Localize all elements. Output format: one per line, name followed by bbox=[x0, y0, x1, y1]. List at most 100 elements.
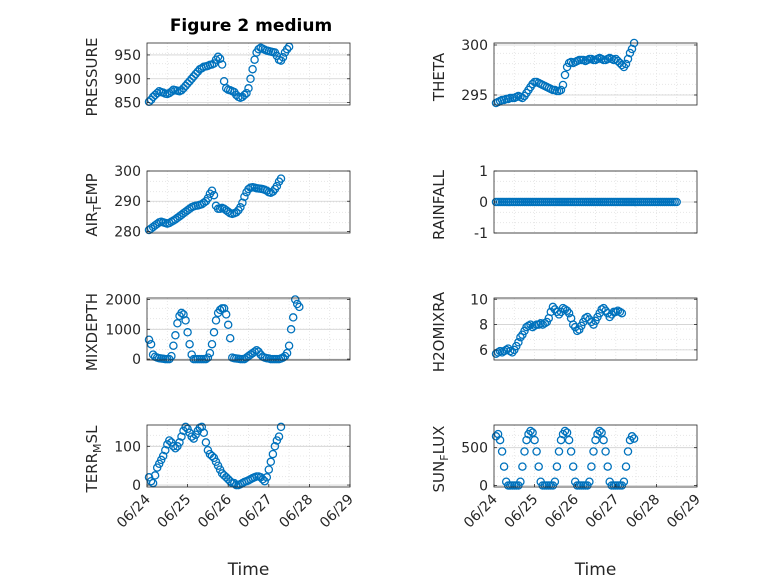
data-point bbox=[526, 426, 535, 436]
data-point bbox=[278, 53, 288, 62]
y-axis-label-subscript: M bbox=[91, 443, 104, 453]
data-point bbox=[550, 477, 560, 486]
data-point bbox=[560, 70, 570, 80]
y-tick-label: 950 bbox=[114, 48, 141, 64]
data-point bbox=[205, 348, 215, 358]
series-markers bbox=[491, 197, 681, 207]
data-point bbox=[672, 197, 681, 207]
data-point bbox=[183, 328, 192, 337]
data-point bbox=[185, 339, 194, 349]
data-point bbox=[534, 320, 543, 329]
data-point bbox=[264, 465, 274, 474]
data-point bbox=[597, 305, 606, 314]
data-point bbox=[248, 64, 257, 74]
data-point bbox=[171, 444, 180, 453]
data-point bbox=[495, 346, 505, 356]
axes-1: 850 900 950 PRESSURE bbox=[83, 38, 351, 117]
data-point bbox=[282, 348, 292, 358]
data-point bbox=[167, 87, 176, 96]
data-point bbox=[534, 462, 543, 471]
data-point bbox=[272, 181, 282, 191]
data-point bbox=[181, 422, 190, 432]
data-point bbox=[191, 69, 200, 79]
data-point bbox=[617, 60, 627, 70]
data-point bbox=[244, 184, 253, 194]
data-point bbox=[207, 451, 217, 461]
data-point bbox=[585, 477, 594, 486]
data-point bbox=[152, 88, 162, 98]
series-markers bbox=[491, 38, 639, 108]
data-point bbox=[587, 317, 596, 327]
data-point bbox=[242, 88, 251, 98]
data-point bbox=[528, 428, 537, 437]
data-point bbox=[495, 435, 505, 445]
y-tick-label: 1000 bbox=[105, 322, 141, 338]
axes-box bbox=[493, 424, 698, 488]
y-axis-label: H2OMIXRA bbox=[430, 291, 448, 372]
data-point bbox=[505, 346, 515, 356]
data-point bbox=[554, 447, 564, 456]
y-axis-label-main: H2OMIXRA bbox=[430, 291, 448, 372]
y-axis-label-main: SUN bbox=[430, 461, 448, 493]
y-tick-label: 0 bbox=[132, 352, 141, 368]
data-point bbox=[615, 307, 625, 317]
data-point bbox=[150, 471, 160, 480]
data-point bbox=[181, 316, 190, 325]
data-point bbox=[203, 353, 213, 362]
y-axis-label: SUNFLUX bbox=[430, 426, 451, 493]
data-point bbox=[284, 341, 294, 350]
data-point bbox=[201, 438, 211, 447]
y-tick-label: 2000 bbox=[105, 292, 141, 308]
data-point bbox=[262, 473, 272, 482]
data-point bbox=[623, 447, 633, 456]
y-tick-label: 300 bbox=[461, 38, 488, 54]
series-markers bbox=[144, 42, 294, 106]
data-point bbox=[213, 52, 223, 62]
data-point bbox=[201, 354, 211, 364]
data-point bbox=[564, 308, 574, 318]
data-point bbox=[518, 93, 527, 103]
y-tick-label: 6 bbox=[479, 343, 488, 359]
y-axis-label-main: RAINFALL bbox=[430, 169, 448, 240]
data-point bbox=[566, 447, 576, 456]
data-point bbox=[144, 335, 154, 344]
y-axis-label-main: MIXDEPTH bbox=[83, 293, 101, 371]
y-tick-label: 0 bbox=[479, 478, 488, 494]
data-point bbox=[268, 187, 278, 196]
data-point bbox=[274, 432, 284, 441]
series-markers bbox=[144, 174, 286, 235]
data-point bbox=[516, 477, 525, 486]
data-point bbox=[497, 447, 507, 456]
x-axis-label: Time bbox=[227, 560, 270, 580]
data-point bbox=[595, 426, 604, 436]
data-point bbox=[589, 447, 598, 456]
y-axis-label-main: PRESSURE bbox=[83, 38, 101, 117]
data-point bbox=[518, 462, 527, 471]
data-point bbox=[516, 332, 525, 342]
data-point bbox=[169, 341, 178, 350]
data-point bbox=[572, 326, 582, 336]
data-point bbox=[215, 54, 225, 63]
data-point bbox=[246, 74, 255, 84]
data-point bbox=[177, 432, 186, 441]
data-point bbox=[152, 219, 162, 229]
y-tick-label: 0 bbox=[132, 478, 141, 494]
data-point bbox=[211, 316, 221, 325]
data-point bbox=[514, 338, 523, 347]
y-tick-label: -1 bbox=[474, 226, 488, 242]
data-point bbox=[530, 435, 539, 445]
data-point bbox=[493, 348, 503, 357]
data-point bbox=[276, 422, 286, 432]
y-axis-label: PRESSURE bbox=[83, 38, 101, 117]
data-point bbox=[240, 192, 249, 201]
data-point bbox=[585, 315, 594, 324]
data-point bbox=[179, 84, 188, 93]
data-point bbox=[187, 432, 196, 441]
data-point bbox=[158, 451, 168, 461]
data-point bbox=[605, 312, 614, 322]
data-point bbox=[244, 84, 253, 93]
data-point bbox=[295, 302, 304, 312]
data-point bbox=[215, 305, 225, 315]
data-point bbox=[236, 203, 245, 212]
